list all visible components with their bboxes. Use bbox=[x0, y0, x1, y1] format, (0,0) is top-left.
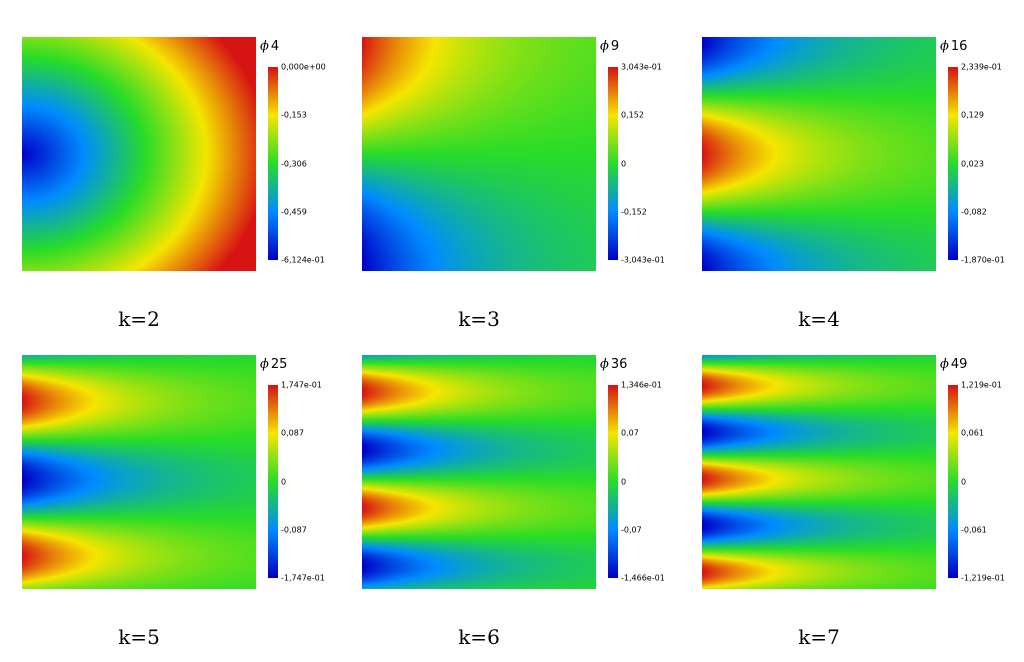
colorbar-tick-label: -6,124e-01 bbox=[281, 255, 325, 265]
colorbar-tick-label: 3,043e-01 bbox=[621, 62, 662, 72]
panel-k3: ϕ 9 3,043e-01 0,152 0 -0,152 -3,043e-01 k=3 bbox=[362, 37, 692, 337]
colorbar-tick-label: 0,129 bbox=[961, 110, 984, 120]
colorbar-tick-label: -0,087 bbox=[281, 525, 307, 535]
colorbar-tick-label: 0 bbox=[621, 159, 627, 168]
panel-k5: ϕ 25 1,747e-01 0,087 0 -0,087 -1,747e-01 k=5 bbox=[22, 355, 352, 655]
field-index: 49 bbox=[950, 357, 968, 372]
field-heatmap bbox=[702, 355, 936, 589]
field-heatmap bbox=[702, 37, 936, 271]
colorbar-tick-label: 0 bbox=[281, 477, 287, 486]
colorbar-title: ϕ 25 bbox=[260, 357, 287, 372]
field-index: 9 bbox=[610, 39, 620, 54]
colorbar-title: ϕ 16 bbox=[940, 39, 967, 54]
colorbar bbox=[268, 385, 278, 578]
colorbar bbox=[608, 385, 618, 578]
colorbar-tick-label: -0,306 bbox=[281, 159, 307, 168]
colorbar-tick-label: -3,043e-01 bbox=[621, 255, 665, 265]
colorbar-ticks: 3,043e-01 0,152 0 -0,152 -3,043e-01 bbox=[618, 63, 688, 265]
k-label: k=5 bbox=[118, 625, 160, 649]
colorbar-title: ϕ 49 bbox=[940, 357, 967, 372]
colorbar-tick-label: -0,082 bbox=[961, 207, 987, 217]
k-label: k=4 bbox=[798, 307, 840, 331]
colorbar-ticks: 1,346e-01 0,07 0 -0,07 -1,466e-01 bbox=[618, 381, 688, 583]
colorbar-ticks: 0,000e+00 -0,153 -0,306 -0,459 -6,124e-01 bbox=[278, 63, 348, 265]
colorbar-tick-label: 0,087 bbox=[281, 428, 304, 438]
colorbar-tick-label: -0,061 bbox=[961, 525, 987, 535]
colorbar bbox=[608, 67, 618, 260]
colorbar bbox=[948, 385, 958, 578]
colorbar-tick-label: -0,07 bbox=[621, 525, 642, 535]
field-index: 36 bbox=[610, 357, 628, 372]
panel-k2: ϕ 4 0,000e+00 -0,153 -0,306 -0,459 -6,124e-01 k… bbox=[22, 37, 352, 337]
colorbar-tick-label: -0,152 bbox=[621, 207, 647, 217]
phi-symbol: ϕ bbox=[940, 357, 949, 372]
colorbar-tick-label: -0,153 bbox=[281, 110, 307, 120]
colorbar-tick-label: 0,07 bbox=[621, 428, 639, 438]
phi-symbol: ϕ bbox=[600, 39, 609, 54]
phi-symbol: ϕ bbox=[600, 357, 609, 372]
colorbar-tick-label: 0 bbox=[961, 477, 967, 486]
colorbar-ticks: 1,219e-01 0,061 0 -0,061 -1,219e-01 bbox=[958, 381, 1024, 583]
colorbar-tick-label: -1,870e-01 bbox=[961, 255, 1005, 265]
phi-symbol: ϕ bbox=[260, 357, 269, 372]
field-index: 4 bbox=[270, 39, 280, 54]
colorbar-tick-label: 1,346e-01 bbox=[621, 380, 662, 390]
field-heatmap bbox=[362, 355, 596, 589]
colorbar-tick-label: 1,219e-01 bbox=[961, 380, 1002, 390]
colorbar-tick-label: 0,061 bbox=[961, 428, 984, 438]
colorbar-tick-label: 0 bbox=[621, 477, 627, 486]
panel-k6: ϕ 36 1,346e-01 0,07 0 -0,07 -1,466e-01 k=6 bbox=[362, 355, 692, 655]
colorbar-tick-label: 1,747e-01 bbox=[281, 380, 322, 390]
colorbar-ticks: 1,747e-01 0,087 0 -0,087 -1,747e-01 bbox=[278, 381, 348, 583]
k-label: k=3 bbox=[458, 307, 500, 331]
colorbar-tick-label: 0,023 bbox=[961, 159, 984, 168]
k-label: k=2 bbox=[118, 307, 160, 331]
colorbar-tick-label: -0,459 bbox=[281, 207, 307, 217]
colorbar-tick-label: -1,466e-01 bbox=[621, 573, 665, 583]
field-heatmap bbox=[362, 37, 596, 271]
colorbar-tick-label: 0,152 bbox=[621, 110, 644, 120]
field-heatmap bbox=[22, 355, 256, 589]
colorbar-ticks: 2,339e-01 0,129 0,023 -0,082 -1,870e-01 bbox=[958, 63, 1024, 265]
k-label: k=7 bbox=[798, 625, 840, 649]
field-heatmap bbox=[22, 37, 256, 271]
colorbar-title: ϕ 36 bbox=[600, 357, 627, 372]
colorbar-tick-label: -1,219e-01 bbox=[961, 573, 1005, 583]
field-index: 25 bbox=[270, 357, 288, 372]
panel-k4: ϕ 16 2,339e-01 0,129 0,023 -0,082 -1,870e-01 k=… bbox=[702, 37, 1024, 337]
k-label: k=6 bbox=[458, 625, 500, 649]
phi-symbol: ϕ bbox=[940, 39, 949, 54]
panel-k7: ϕ 49 1,219e-01 0,061 0 -0,061 -1,219e-01 k=7 bbox=[702, 355, 1024, 655]
colorbar-tick-label: -1,747e-01 bbox=[281, 573, 325, 583]
phi-symbol: ϕ bbox=[260, 39, 269, 54]
colorbar bbox=[948, 67, 958, 260]
field-index: 16 bbox=[950, 39, 968, 54]
colorbar-tick-label: 0,000e+00 bbox=[281, 62, 326, 72]
colorbar bbox=[268, 67, 278, 260]
colorbar-tick-label: 2,339e-01 bbox=[961, 62, 1002, 72]
